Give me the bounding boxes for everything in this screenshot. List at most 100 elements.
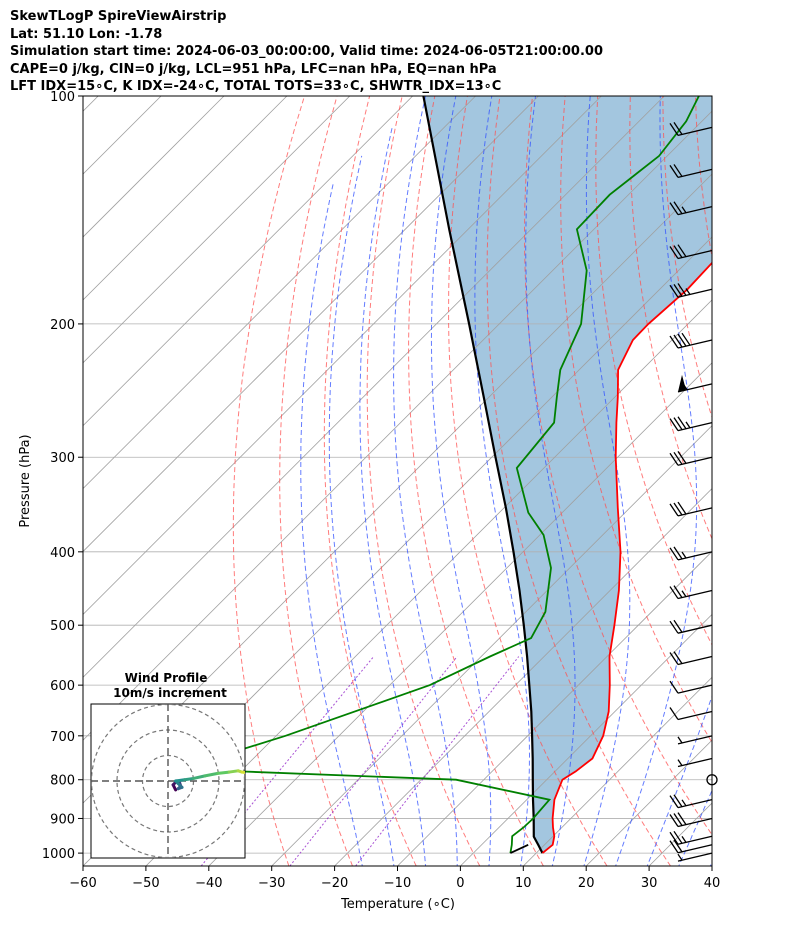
mixing-ratio-line — [355, 656, 520, 866]
moist-adiabat — [583, 96, 631, 866]
mixing-ratio-line — [289, 656, 458, 866]
chart-header: SkewTLogP SpireViewAirstrip Lat: 51.10 L… — [10, 8, 603, 96]
barb-flag — [673, 830, 683, 844]
x-tick-label: 0 — [456, 876, 464, 891]
barb-shaft — [677, 339, 713, 349]
cin-shaded-area — [423, 96, 712, 854]
barb-flag — [673, 839, 683, 853]
x-tick-label: 10 — [515, 876, 532, 891]
wind-barb — [669, 839, 713, 854]
barb-half-flag — [681, 551, 687, 559]
barb-flag — [669, 620, 679, 634]
isotherm-line — [83, 96, 288, 301]
barb-half-flag — [681, 799, 687, 807]
barb-shaft — [677, 817, 713, 828]
barb-flag — [673, 283, 683, 297]
profile-lines-layer — [198, 96, 712, 854]
barb-flag — [669, 122, 679, 136]
y-tick-label: 100 — [50, 90, 75, 105]
barb-flag — [677, 244, 687, 258]
isotherm-line — [83, 96, 476, 490]
hodograph-segment — [247, 773, 252, 775]
barb-half-flag — [681, 836, 687, 843]
moist-adiabat — [525, 96, 576, 866]
barb-half-flag — [685, 288, 691, 295]
inset-plot-area — [91, 704, 252, 858]
barb-flag — [677, 333, 687, 347]
barb-flag — [669, 547, 679, 561]
barb-shaft — [677, 655, 713, 666]
barb-shaft — [677, 710, 713, 721]
y-tick-label: 400 — [50, 546, 75, 561]
y-tick-label: 1000 — [42, 847, 75, 862]
barb-flag — [669, 814, 679, 827]
barb-flag — [681, 332, 691, 346]
moist-adiabat — [300, 182, 363, 866]
barb-shaft — [677, 844, 713, 854]
barb-flag — [677, 812, 687, 825]
isotherm-line — [145, 299, 712, 866]
barb-flag — [669, 831, 679, 845]
barb-shaft — [677, 684, 713, 694]
dry-adiabat — [761, 96, 794, 866]
barb-flag — [669, 652, 679, 665]
hodograph-segment — [183, 776, 195, 782]
barb-half-flag — [681, 206, 687, 214]
temperature-line — [541, 261, 712, 854]
barb-shaft — [677, 206, 713, 216]
wind-barb — [669, 416, 713, 432]
dry-adiabat — [560, 96, 712, 744]
barb-half-flag — [682, 383, 688, 391]
moist-adiabat — [359, 127, 427, 866]
isotherm-line — [83, 96, 351, 364]
wind-barb — [669, 451, 713, 466]
barb-flag — [677, 501, 687, 515]
x-tick-label: −30 — [258, 876, 285, 891]
barb-shaft — [677, 589, 713, 600]
dry-adiabat — [408, 96, 544, 866]
isotherm-line — [334, 488, 712, 866]
barb-flag — [673, 794, 683, 808]
hodograph-segment — [216, 770, 231, 775]
barb-flag — [673, 619, 683, 633]
y-tick-label: 800 — [50, 774, 75, 789]
indices-line: LFT IDX=15∘C, K IDX=-24∘C, TOTAL TOTS=33… — [10, 79, 502, 94]
isotherm-line — [208, 362, 712, 866]
barb-flag — [669, 503, 679, 517]
barb-shaft — [677, 288, 713, 298]
cape-line: CAPE=0 j/kg, CIN=0 j/kg, LCL=951 hPa, LF… — [10, 61, 497, 77]
barb-flag — [669, 246, 679, 259]
shaded-region-layer — [423, 96, 712, 854]
moist-adiabat — [393, 96, 458, 866]
moist-adiabat — [678, 789, 712, 866]
wind-barbs-layer — [669, 122, 718, 862]
hodograph-segment — [203, 771, 220, 778]
wind-barb — [669, 501, 713, 517]
isotherm-line — [83, 96, 225, 238]
barb-shaft — [677, 383, 713, 393]
dewpoint-line — [198, 96, 700, 854]
hodograph-segment — [240, 770, 245, 775]
isotherm-line — [460, 613, 712, 866]
wind-barb — [669, 619, 713, 634]
wind-barb — [669, 164, 713, 179]
axes-layer: −60 −50 −40 −30 −20 −10 0 10 20 30 40 1000 900 800 700… — [42, 90, 720, 891]
barb-shaft — [677, 799, 713, 809]
isotherm-line — [523, 676, 712, 866]
isotherm-line — [83, 110, 712, 741]
barb-shaft — [677, 757, 713, 768]
x-tick-label: −10 — [384, 876, 411, 891]
x-axis-label: Temperature (∘C) — [340, 897, 455, 912]
moist-adiabat — [328, 155, 395, 866]
moist-adiabat — [474, 96, 530, 866]
hodograph-segment — [227, 769, 240, 774]
barb-flag — [669, 202, 679, 215]
wind-barb — [669, 546, 713, 561]
barb-shaft — [677, 421, 713, 432]
isotherm-line — [397, 550, 712, 866]
barb-shaft — [677, 835, 713, 845]
barb-flag — [669, 284, 679, 298]
wind-barb — [677, 757, 713, 768]
barb-flag — [673, 813, 683, 826]
x-tick-label: −20 — [321, 876, 348, 891]
